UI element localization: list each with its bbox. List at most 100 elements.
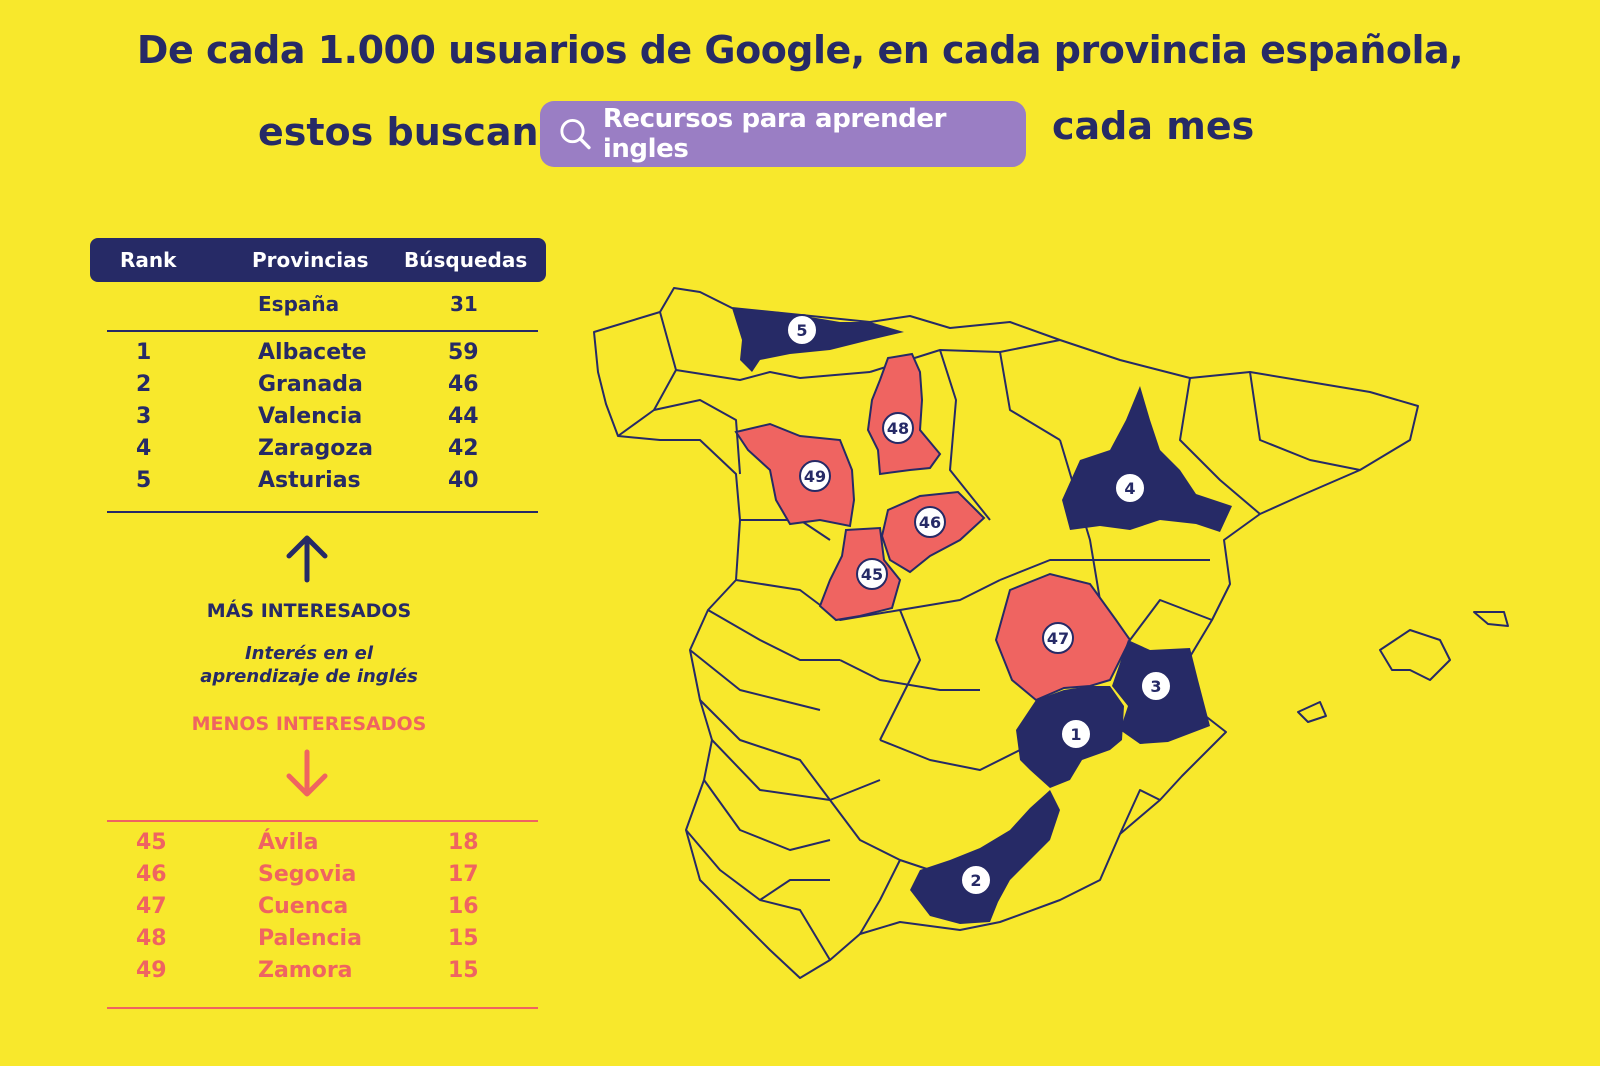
row-rank: 47 xyxy=(136,894,167,919)
table-divider xyxy=(107,330,538,332)
table-divider xyxy=(107,1007,538,1009)
arrow-up-icon xyxy=(286,535,328,583)
arrow-down-icon xyxy=(286,749,328,797)
table-header: Rank Provincias Búsquedas xyxy=(90,238,546,282)
border xyxy=(999,351,1061,441)
rank-markers: 5 48 49 4 46 45 47 3 1 2 xyxy=(786,314,1172,896)
row-value: 15 xyxy=(448,926,479,951)
national-value: 31 xyxy=(450,292,478,316)
row-value: 40 xyxy=(448,468,479,493)
marker-circle xyxy=(914,506,946,538)
rank-marker: 1 xyxy=(1060,718,1092,750)
province-asturias xyxy=(732,308,904,372)
rank-marker: 4 xyxy=(1114,472,1146,504)
border xyxy=(1119,789,1161,835)
row-value: 46 xyxy=(448,372,479,397)
row-province: Zamora xyxy=(258,958,353,983)
border xyxy=(707,609,840,661)
border xyxy=(617,311,677,437)
column-provinces: Provincias xyxy=(252,248,369,272)
border xyxy=(703,779,831,851)
marker-circle xyxy=(1114,472,1146,504)
border xyxy=(939,349,991,521)
headline-line2: estos buscan Recursos para aprender ingl… xyxy=(0,100,1600,170)
province-zamora xyxy=(734,422,856,528)
marker-label: 48 xyxy=(887,419,909,438)
balearic-islands xyxy=(1297,701,1327,723)
column-rank: Rank xyxy=(120,248,177,272)
marker-circle xyxy=(882,412,914,444)
marker-label: 4 xyxy=(1124,479,1135,498)
row-province: Segovia xyxy=(258,862,357,887)
interest-caption-line2: aprendizaje de inglés xyxy=(200,666,418,687)
interest-caption: Interés en el aprendizaje de inglés xyxy=(170,642,448,688)
national-province: España xyxy=(258,292,340,316)
marker-label: 45 xyxy=(861,565,883,584)
province-granada xyxy=(910,790,1060,924)
row-value: 16 xyxy=(448,894,479,919)
border xyxy=(839,659,980,691)
marker-label: 47 xyxy=(1047,629,1069,648)
search-icon xyxy=(560,119,591,150)
border xyxy=(735,579,1001,621)
border xyxy=(829,799,931,871)
marker-circle xyxy=(1140,670,1172,702)
row-province: Cuenca xyxy=(258,894,349,919)
border xyxy=(711,739,881,801)
marker-circle xyxy=(856,558,888,590)
marker-circle xyxy=(799,460,831,492)
row-rank: 1 xyxy=(136,340,152,365)
border xyxy=(879,739,1021,771)
table-divider xyxy=(107,820,538,822)
rank-marker: 46 xyxy=(914,506,946,538)
rank-marker: 47 xyxy=(1042,622,1074,654)
border xyxy=(699,699,831,801)
border xyxy=(999,559,1210,581)
row-province: Ávila xyxy=(258,830,319,855)
marker-label: 3 xyxy=(1150,677,1161,696)
rank-marker: 48 xyxy=(882,412,914,444)
border xyxy=(1249,371,1361,471)
row-province: Valencia xyxy=(258,404,363,429)
row-rank: 48 xyxy=(136,926,167,951)
row-value: 15 xyxy=(448,958,479,983)
row-province: Zaragoza xyxy=(258,436,374,461)
marker-circle xyxy=(960,864,992,896)
border xyxy=(685,829,831,961)
marker-label: 1 xyxy=(1070,725,1081,744)
highlighted-provinces xyxy=(732,308,1232,924)
table-divider xyxy=(107,511,538,513)
rank-marker: 2 xyxy=(960,864,992,896)
rank-marker: 3 xyxy=(1140,670,1172,702)
border xyxy=(1179,377,1261,515)
marker-circle xyxy=(1060,718,1092,750)
column-searches: Búsquedas xyxy=(404,248,528,272)
row-value: 18 xyxy=(448,830,479,855)
headline-before-query: estos buscan xyxy=(258,110,539,154)
row-rank: 46 xyxy=(136,862,167,887)
row-rank: 5 xyxy=(136,468,152,493)
rank-marker: 45 xyxy=(856,558,888,590)
row-rank: 4 xyxy=(136,436,152,461)
row-value: 42 xyxy=(448,436,479,461)
row-value: 59 xyxy=(448,340,479,365)
row-province: Palencia xyxy=(258,926,362,951)
balearic-islands xyxy=(1379,629,1451,681)
row-province: Asturias xyxy=(258,468,361,493)
border xyxy=(879,609,921,741)
row-value: 17 xyxy=(448,862,479,887)
rank-marker: 49 xyxy=(799,460,831,492)
border xyxy=(675,369,871,381)
marker-label: 5 xyxy=(796,321,807,340)
row-rank: 3 xyxy=(136,404,152,429)
marker-label: 46 xyxy=(919,513,941,532)
less-interested-label: MENOS INTERESADOS xyxy=(191,713,427,735)
border xyxy=(653,399,741,475)
marker-label: 49 xyxy=(804,467,826,486)
row-province: Granada xyxy=(258,372,363,397)
headline-line1: De cada 1.000 usuarios de Google, en cad… xyxy=(136,28,1464,72)
row-rank: 2 xyxy=(136,372,152,397)
search-query-pill: Recursos para aprender ingles xyxy=(540,101,1026,167)
row-value: 44 xyxy=(448,404,479,429)
